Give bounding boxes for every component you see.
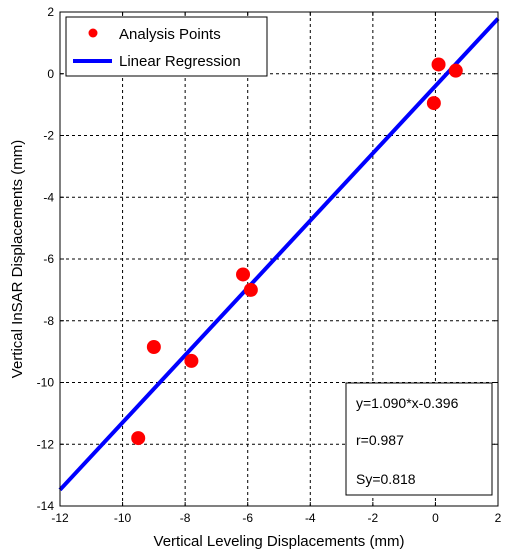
stats-box: y=1.090*x-0.396 r=0.987 Sy=0.818	[345, 382, 493, 496]
correlation-coefficient: r=0.987	[356, 432, 404, 448]
analysis-points-layer	[131, 57, 463, 446]
legend-label-analysis-points: Analysis Points	[119, 26, 221, 43]
analysis-point	[243, 282, 258, 297]
standard-error: Sy=0.818	[356, 471, 416, 487]
regression-layer	[58, 17, 500, 492]
analysis-point	[236, 267, 251, 282]
y-tick-label: -2	[43, 129, 54, 143]
plot-frame	[59, 11, 499, 507]
x-tick-label: -4	[305, 511, 316, 525]
x-tick-label: -8	[180, 511, 191, 525]
regression-equation: y=1.090*x-0.396	[356, 395, 459, 411]
x-tick-label: -6	[242, 511, 253, 525]
x-tick-labels: -12 -10 -8 -6 -4 -2 0 2	[51, 511, 501, 525]
y-tick-label: -6	[43, 252, 54, 266]
grid-lines	[60, 12, 498, 506]
y-tick-label: -14	[37, 499, 55, 513]
analysis-point	[426, 96, 441, 111]
analysis-point	[131, 431, 146, 446]
x-tick-label: -12	[51, 511, 69, 525]
x-tick-label: 0	[432, 511, 439, 525]
stats-box-frame	[345, 382, 493, 496]
analysis-point	[448, 63, 463, 78]
x-tick-label: -2	[368, 511, 379, 525]
legend-box	[65, 16, 268, 77]
y-tick-label: -4	[43, 190, 54, 204]
analysis-point	[431, 57, 446, 72]
y-tick-label: -8	[43, 314, 54, 328]
y-tick-label: -12	[37, 437, 55, 451]
legend-marker-analysis-points	[88, 28, 98, 38]
y-tick-labels: -14 -12 -10 -8 -6 -4 -2 0 2	[37, 5, 55, 513]
y-tick-label: 0	[47, 67, 54, 81]
analysis-point	[146, 339, 161, 354]
legend-label-linear-regression: Linear Regression	[119, 53, 241, 70]
x-tick-label: 2	[495, 511, 502, 525]
y-tick-label: 2	[47, 5, 54, 19]
x-axis-label: Vertical Leveling Displacements (mm)	[154, 533, 405, 550]
y-axis-label: Vertical InSAR Displacements (mm)	[9, 140, 26, 378]
legend: Analysis Points Linear Regression	[65, 16, 268, 77]
analysis-point	[184, 353, 199, 368]
x-tick-label: -10	[114, 511, 132, 525]
y-tick-label: -10	[37, 376, 55, 390]
regression-line	[58, 17, 500, 492]
